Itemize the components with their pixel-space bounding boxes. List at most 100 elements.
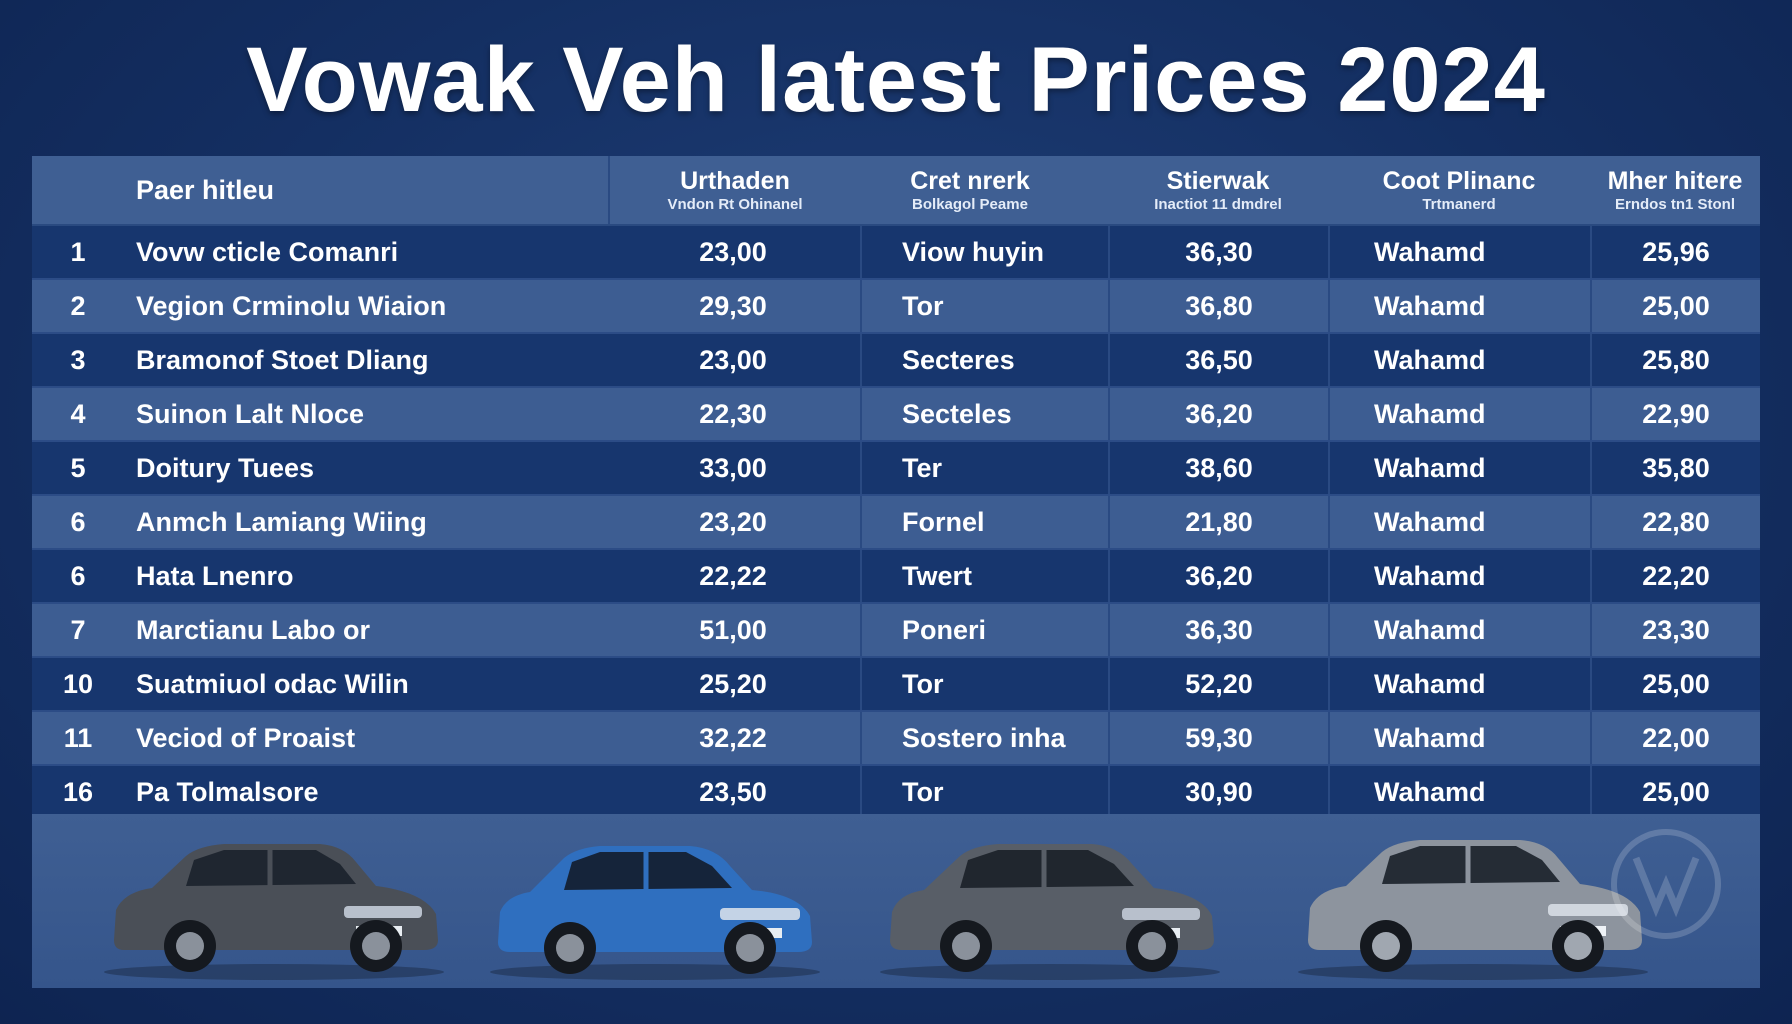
row-number: 4: [70, 398, 86, 429]
column-header-price-1[interactable]: Urthaden Vndon Rt Ohinanel: [608, 156, 860, 224]
type-cell: Twert: [860, 550, 1108, 602]
price-cell-1: 29,30: [699, 290, 767, 321]
type-cell: Secteles: [860, 388, 1108, 440]
price-cell-3: 25,00: [1590, 280, 1760, 332]
price-cell-1: 22,30: [699, 398, 767, 429]
price-cell-3: 25,96: [1590, 226, 1760, 278]
table-row[interactable]: 16 Pa Tolmalsore 23,50 Tor 30,90 Wahamd …: [32, 766, 1760, 820]
price-cell-3: 22,00: [1590, 712, 1760, 764]
column-header-label: Cret nrerk: [910, 167, 1030, 195]
vehicle-name: Veciod of Proaist: [136, 722, 356, 753]
row-number: 7: [70, 614, 86, 645]
column-header-price-3[interactable]: Mher hitere Erndos tn1 Stonl: [1590, 156, 1760, 224]
price-cell-1: 23,20: [699, 506, 767, 537]
vehicle-name: Bramonof Stoet Dliang: [136, 344, 429, 375]
price-cell-3: 22,20: [1590, 550, 1760, 602]
vehicle-showcase: [32, 814, 1760, 988]
table-row[interactable]: 4 Suinon Lalt Nloce 22,30 Secteles 36,20…: [32, 388, 1760, 442]
column-header-sublabel: Trtmanerd: [1422, 196, 1496, 213]
vehicle-name: Suatmiuol odac Wilin: [136, 668, 409, 699]
column-header-label: Stierwak: [1166, 167, 1270, 195]
price-cell-1: 25,20: [699, 668, 767, 699]
price-cell-3: 25,00: [1590, 766, 1760, 818]
column-header-label: Coot Plinanc: [1382, 167, 1536, 195]
label-cell: Wahamd: [1328, 658, 1590, 710]
column-header-label-col[interactable]: Coot Plinanc Trtmanerd: [1328, 156, 1590, 224]
price-cell-2: 36,80: [1108, 280, 1328, 332]
table-row[interactable]: 6 Hata Lnenro 22,22 Twert 36,20 Wahamd 2…: [32, 550, 1760, 604]
price-cell-1: 32,22: [699, 722, 767, 753]
vehicle-name: Pa Tolmalsore: [136, 776, 319, 807]
column-header-label: Mher hitere: [1607, 167, 1743, 195]
vehicle-name: Anmch Lamiang Wiing: [136, 506, 427, 537]
type-cell: Ter: [860, 442, 1108, 494]
table-row[interactable]: 7 Marctianu Labo or 51,00 Poneri 36,30 W…: [32, 604, 1760, 658]
table-row[interactable]: 5 Doitury Tuees 33,00 Ter 38,60 Wahamd 3…: [32, 442, 1760, 496]
table-row[interactable]: 2 Vegion Crminolu Wiaion 29,30 Tor 36,80…: [32, 280, 1760, 334]
hatchback-car-icon: [490, 846, 820, 980]
table-row[interactable]: 1 Vovw cticle Comanri 23,00 Viow huyin 3…: [32, 226, 1760, 280]
vehicle-name: Suinon Lalt Nloce: [136, 398, 365, 429]
label-cell: Wahamd: [1328, 388, 1590, 440]
price-cell-2: 38,60: [1108, 442, 1328, 494]
column-header-price-2[interactable]: Stierwak Inactiot 11 dmdrel: [1108, 156, 1328, 224]
vehicle-name: Vovw cticle Comanri: [136, 236, 399, 267]
price-cell-2: 36,20: [1108, 388, 1328, 440]
row-number: 3: [70, 344, 86, 375]
label-cell: Wahamd: [1328, 712, 1590, 764]
type-cell: Viow huyin: [860, 226, 1108, 278]
row-number: 6: [70, 560, 86, 591]
price-cell-2: 36,50: [1108, 334, 1328, 386]
vehicle-name: Vegion Crminolu Wiaion: [136, 290, 447, 321]
row-number: 11: [63, 722, 93, 753]
price-cell-1: 23,00: [699, 236, 767, 267]
column-header-label: Paer hitleu: [136, 175, 275, 205]
table-row[interactable]: 11 Veciod of Proaist 32,22 Sostero inha …: [32, 712, 1760, 766]
page-title: Vowak Veh latest Prices 2024: [246, 29, 1546, 131]
price-cell-2: 36,30: [1108, 226, 1328, 278]
price-cell-3: 25,80: [1590, 334, 1760, 386]
row-number: 2: [70, 290, 86, 321]
label-cell: Wahamd: [1328, 604, 1590, 656]
type-cell: Poneri: [860, 604, 1108, 656]
column-header-type[interactable]: Cret nrerk Bolkagol Peame: [860, 156, 1080, 224]
table-header-row: Paer hitleu Urthaden Vndon Rt Ohinanel C…: [32, 156, 1760, 226]
price-cell-3: 22,90: [1590, 388, 1760, 440]
row-number: 6: [70, 506, 86, 537]
table-row[interactable]: 3 Bramonof Stoet Dliang 23,00 Secteres 3…: [32, 334, 1760, 388]
column-header-sublabel: Bolkagol Peame: [912, 196, 1028, 213]
type-cell: Fornel: [860, 496, 1108, 548]
type-cell: Secteres: [860, 334, 1108, 386]
price-table: Paer hitleu Urthaden Vndon Rt Ohinanel C…: [32, 156, 1760, 820]
column-header-label: Urthaden: [680, 167, 790, 195]
label-cell: Wahamd: [1328, 226, 1590, 278]
label-cell: Wahamd: [1328, 334, 1590, 386]
label-cell: Wahamd: [1328, 550, 1590, 602]
vehicle-name: Doitury Tuees: [136, 452, 315, 483]
crossover-car-icon: [880, 844, 1220, 980]
suv-car-icon: [1298, 840, 1648, 980]
price-cell-1: 51,00: [699, 614, 767, 645]
price-cell-3: 25,00: [1590, 658, 1760, 710]
row-number: 16: [62, 776, 94, 807]
row-number: 10: [62, 668, 94, 699]
table-row[interactable]: 6 Anmch Lamiang Wiing 23,20 Fornel 21,80…: [32, 496, 1760, 550]
price-cell-3: 22,80: [1590, 496, 1760, 548]
price-cell-3: 23,30: [1590, 604, 1760, 656]
vehicle-name: Marctianu Labo or: [136, 614, 371, 645]
label-cell: Wahamd: [1328, 442, 1590, 494]
type-cell: Tor: [860, 658, 1108, 710]
price-cell-2: 21,80: [1108, 496, 1328, 548]
suv-car-icon: [104, 844, 444, 980]
column-header-name[interactable]: Paer hitleu: [136, 156, 536, 224]
table-row[interactable]: 10 Suatmiuol odac Wilin 25,20 Tor 52,20 …: [32, 658, 1760, 712]
column-header-sublabel: Inactiot 11 dmdrel: [1154, 196, 1282, 213]
price-cell-2: 59,30: [1108, 712, 1328, 764]
price-cell-2: 30,90: [1108, 766, 1328, 818]
label-cell: Wahamd: [1328, 280, 1590, 332]
column-header-sublabel: Erndos tn1 Stonl: [1615, 196, 1735, 213]
type-cell: Sostero inha: [860, 712, 1108, 764]
price-cell-1: 33,00: [699, 452, 767, 483]
type-cell: Tor: [860, 280, 1108, 332]
price-cell-2: 52,20: [1108, 658, 1328, 710]
